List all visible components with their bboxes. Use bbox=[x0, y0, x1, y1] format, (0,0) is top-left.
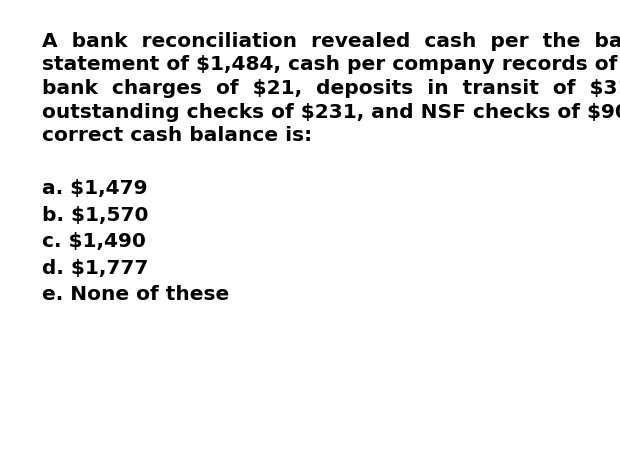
Text: e. None of these: e. None of these bbox=[42, 286, 229, 305]
Text: b. \$1,570: b. \$1,570 bbox=[42, 206, 149, 225]
Text: outstanding checks of \$231, and NSF checks of \$90. The: outstanding checks of \$231, and NSF che… bbox=[42, 103, 620, 122]
Text: a. \$1,479: a. \$1,479 bbox=[42, 179, 148, 198]
Text: correct cash balance is:: correct cash balance is: bbox=[42, 126, 312, 145]
Text: d. \$1,777: d. \$1,777 bbox=[42, 259, 148, 278]
Text: statement of \$1,484, cash per company records of \$1,681,: statement of \$1,484, cash per company r… bbox=[42, 55, 620, 74]
Text: c. \$1,490: c. \$1,490 bbox=[42, 232, 146, 252]
Text: A  bank  reconciliation  revealed  cash  per  the  bank: A bank reconciliation revealed cash per … bbox=[42, 32, 620, 51]
Text: bank  charges  of  \$21,  deposits  in  transit  of  \$317,: bank charges of \$21, deposits in transi… bbox=[42, 79, 620, 98]
